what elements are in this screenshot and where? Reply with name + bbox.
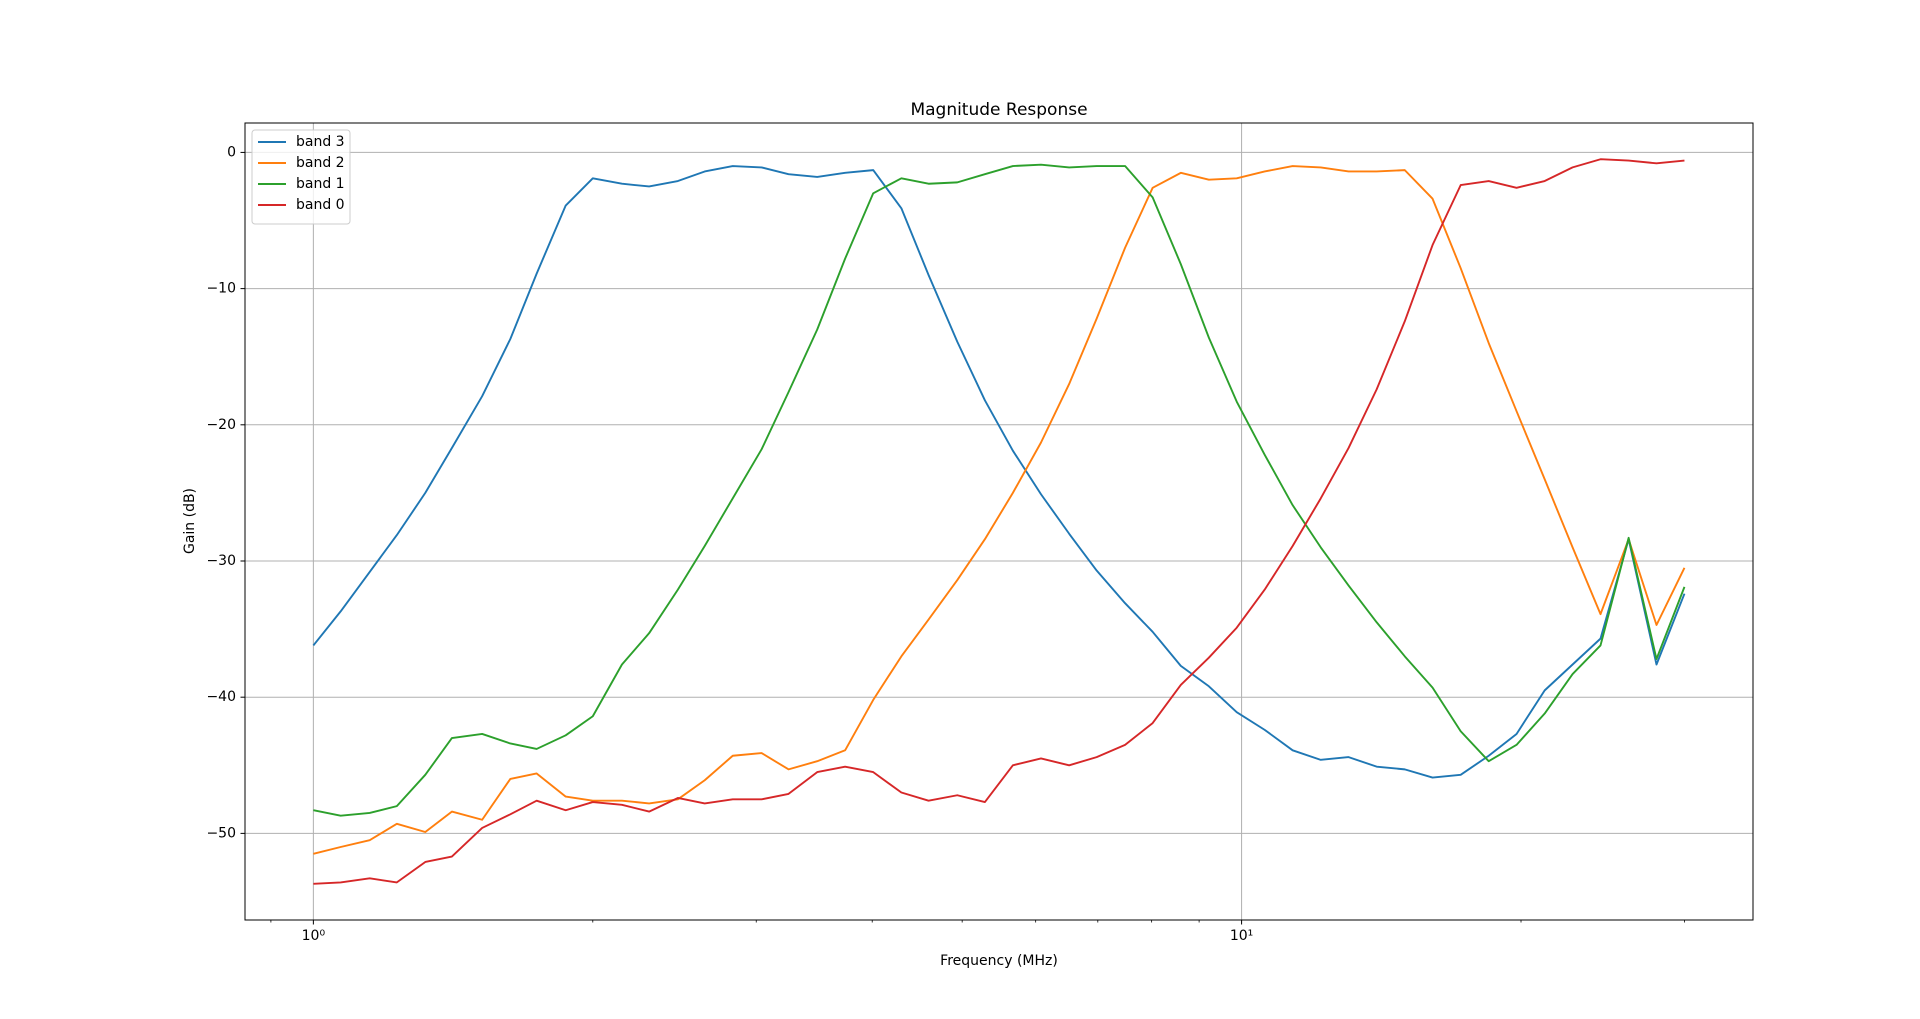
y-tick-label: −10 bbox=[206, 281, 236, 297]
chart-title: Magnitude Response bbox=[910, 100, 1087, 120]
y-axis-label: Gain (dB) bbox=[182, 488, 198, 554]
legend-box bbox=[251, 129, 351, 225]
plot-frame bbox=[244, 122, 1754, 921]
legend-label: band 0 bbox=[296, 197, 345, 213]
line-series bbox=[313, 163, 1686, 817]
x-axis-label: Frequency (MHz) bbox=[940, 953, 1058, 969]
legend-label: band 3 bbox=[296, 134, 345, 150]
legend-label: band 1 bbox=[296, 176, 345, 192]
y-tick-label: −50 bbox=[206, 825, 236, 841]
y-tick-label: −30 bbox=[206, 553, 236, 569]
y-tick-label: −20 bbox=[206, 417, 236, 433]
line-series bbox=[312, 165, 1686, 779]
y-tick-label: 0 bbox=[227, 144, 236, 160]
legend-label: band 2 bbox=[296, 155, 345, 171]
x-tick-label: 10⁰ bbox=[302, 928, 326, 944]
line-series bbox=[313, 165, 1686, 855]
line-series bbox=[313, 158, 1685, 885]
x-tick-label: 10¹ bbox=[1230, 928, 1253, 944]
y-tick-label: −40 bbox=[206, 689, 236, 705]
